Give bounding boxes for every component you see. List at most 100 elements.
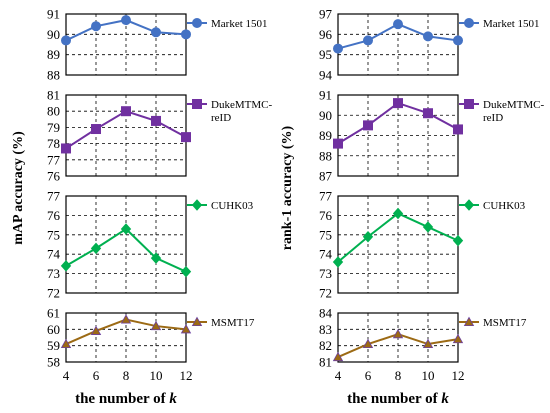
y-tick-label: 90 [319, 108, 332, 123]
legend-label: Market 1501 [483, 18, 540, 30]
legend-marker [464, 99, 474, 109]
y-tick-label: 75 [47, 227, 60, 242]
y-tick-label: 89 [47, 47, 60, 62]
legend: CUHK03 [187, 199, 254, 212]
data-point [452, 333, 464, 344]
legend-label: MSMT17 [211, 317, 255, 329]
data-point [121, 15, 131, 26]
y-tick-label: 83 [319, 322, 332, 337]
data-point [423, 108, 433, 119]
legend-marker [191, 199, 203, 211]
y-axis-title: mAP accuracy (%) [11, 131, 26, 245]
data-point [61, 143, 71, 154]
data-point [60, 260, 72, 272]
panel-cuhk03: 72 73 74 75 76 77 CUHK03 [47, 189, 254, 301]
data-point [121, 106, 131, 117]
y-tick-label: 94 [319, 68, 333, 83]
legend-marker [192, 18, 202, 28]
x-tick-label: 8 [123, 368, 130, 383]
legend: Market 1501 [459, 18, 540, 30]
y-tick-label: 91 [319, 88, 332, 103]
y-tick-label: 75 [319, 227, 332, 242]
data-point [150, 252, 162, 264]
x-tick-label: 12 [452, 368, 465, 383]
data-point [362, 338, 374, 349]
legend-marker [191, 316, 203, 327]
data-point [393, 98, 403, 109]
data-point [180, 265, 192, 278]
y-tick-label: 87 [319, 169, 333, 184]
data-point [120, 314, 132, 324]
y-tick-label: 76 [47, 169, 61, 184]
data-point [332, 351, 344, 362]
legend-marker [192, 99, 202, 109]
data-point [333, 138, 343, 149]
legend-label: DukeMTMC- [483, 99, 544, 111]
y-tick-label: 76 [319, 208, 333, 223]
legend: DukeMTMC-reID [459, 99, 544, 124]
y-tick-label: 58 [47, 355, 60, 370]
data-point [422, 338, 434, 349]
y-tick-label: 77 [47, 152, 61, 167]
y-tick-label: 72 [47, 286, 60, 301]
panel-cuhk03: 72 73 74 75 76 77 CUHK03 [319, 189, 526, 301]
legend-label: Market 1501 [211, 18, 268, 30]
x-tick-label: 10 [150, 368, 163, 383]
x-tick-label: 10 [422, 368, 435, 383]
y-tick-label: 61 [47, 306, 60, 321]
data-point [120, 223, 132, 235]
data-point [181, 132, 191, 143]
data-point [363, 120, 373, 131]
data-point [180, 324, 192, 334]
y-tick-label: 88 [47, 68, 60, 83]
y-tick-label: 59 [47, 338, 60, 353]
legend-label: CUHK03 [483, 200, 526, 212]
legend-marker [463, 316, 475, 327]
y-tick-label: 81 [319, 355, 332, 370]
x-tick-label: 8 [395, 368, 402, 383]
data-point [90, 325, 102, 335]
y-tick-label: 81 [47, 88, 60, 103]
legend: Market 1501 [187, 18, 268, 30]
y-axis-title: rank-1 accuracy (%) [280, 125, 295, 250]
y-tick-label: 74 [47, 247, 61, 262]
legend: DukeMTMC-reID [187, 99, 272, 124]
chart-rank1: 94 95 96 97 Market 1501 87 88 89 90 91 DukeMTMC-re… [280, 7, 544, 408]
panel-frame [65, 195, 187, 294]
legend-marker [463, 199, 475, 211]
panel-market-1501: 94 95 96 97 Market 1501 [319, 7, 540, 83]
data-point [333, 43, 343, 54]
data-point [151, 27, 161, 38]
y-tick-label: 78 [47, 136, 60, 151]
data-point [61, 35, 71, 46]
y-tick-label: 74 [319, 247, 333, 262]
x-tick-label: 12 [180, 368, 193, 383]
y-tick-label: 89 [319, 128, 332, 143]
y-tick-label: 73 [319, 266, 332, 281]
y-tick-label: 88 [319, 148, 332, 163]
y-tick-label: 82 [319, 338, 332, 353]
x-axis-title: the number of k [75, 391, 177, 407]
data-point [392, 328, 404, 339]
data-point [453, 124, 463, 135]
y-tick-label: 60 [47, 322, 60, 337]
legend-label: MSMT17 [483, 317, 527, 329]
y-tick-label: 73 [47, 266, 60, 281]
data-point [151, 115, 161, 126]
data-point [150, 320, 162, 331]
legend-label: reID [483, 112, 503, 124]
y-tick-label: 95 [319, 47, 332, 62]
data-point [332, 256, 344, 268]
data-point [91, 21, 101, 32]
x-tick-label: 6 [93, 368, 100, 383]
y-tick-label: 76 [47, 208, 61, 223]
panel-market-1501: 88 89 90 91 Market 1501 [47, 7, 268, 83]
y-tick-label: 72 [319, 286, 332, 301]
data-point [452, 234, 464, 247]
data-point [393, 19, 403, 30]
data-point [60, 338, 72, 349]
data-point [181, 29, 191, 40]
y-tick-label: 84 [319, 306, 333, 321]
